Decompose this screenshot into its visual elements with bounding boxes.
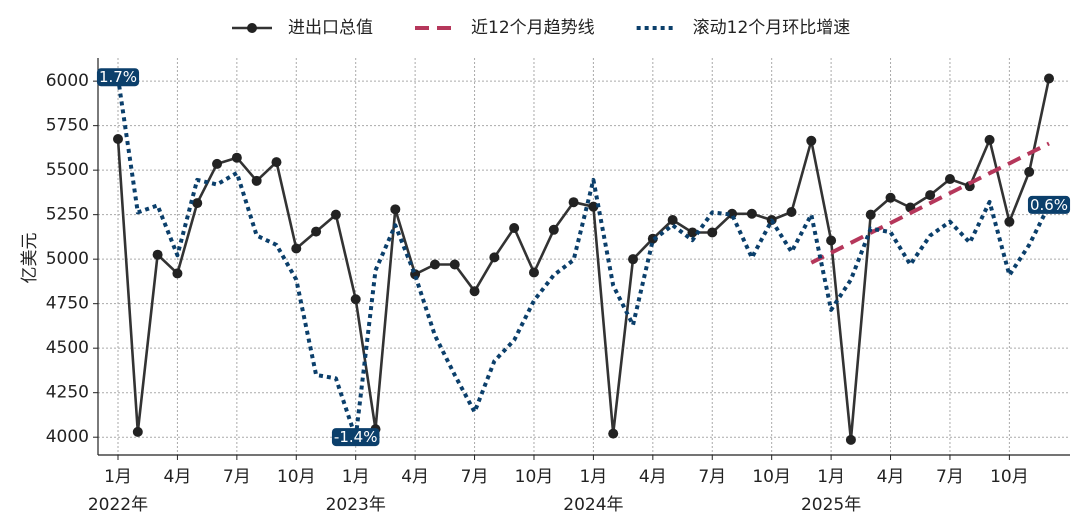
marker <box>192 198 203 209</box>
marker <box>311 226 322 237</box>
marker <box>984 134 995 145</box>
x-tick-label: 7月 <box>698 467 726 487</box>
x-tick-label: 1月 <box>579 467 607 487</box>
x-tick-label: 7月 <box>461 467 489 487</box>
marker <box>469 286 480 297</box>
value-label-text: 0.6% <box>1030 196 1068 214</box>
marker <box>845 434 856 445</box>
x-tick-label: 4月 <box>401 467 429 487</box>
marker <box>429 259 440 270</box>
series-line <box>116 77 1051 440</box>
value-label-box <box>96 68 140 87</box>
x-tick-label: 4月 <box>877 467 905 487</box>
marker <box>113 134 123 145</box>
y-tick-label: 4750 <box>46 294 89 314</box>
legend-label: 进出口总值 <box>288 18 373 38</box>
y-tick-label: 4000 <box>46 427 89 447</box>
value-label-box <box>331 428 380 447</box>
legend-label: 滚动12个月环比增速 <box>693 18 851 38</box>
x-tick-label: 4月 <box>639 467 667 487</box>
marker <box>509 223 520 234</box>
x-year-label: 2022年 <box>88 495 148 515</box>
marker <box>350 294 361 305</box>
marker <box>132 426 143 437</box>
x-tick-label: 1月 <box>817 467 845 487</box>
marker <box>568 197 579 208</box>
marker <box>588 201 599 212</box>
y-tick-label: 5500 <box>46 160 89 180</box>
marker <box>865 209 876 220</box>
value-label-box <box>1027 195 1071 214</box>
x-tick-label: 10月 <box>752 467 791 487</box>
x-year-label: 2024年 <box>563 495 623 515</box>
x-tick-label: 4月 <box>164 467 192 487</box>
value-label: 0.6% <box>1027 195 1071 214</box>
x-tick-label: 1月 <box>342 467 370 487</box>
marker <box>251 175 262 186</box>
marker <box>271 157 282 168</box>
value-label: -1.4% <box>331 428 380 447</box>
marker <box>608 428 619 439</box>
y-tick-label: 4500 <box>46 338 89 358</box>
marker <box>707 227 718 238</box>
marker <box>152 249 163 260</box>
x-tick-label: 7月 <box>223 467 251 487</box>
x-tick-label: 10月 <box>515 467 554 487</box>
marker <box>449 259 460 270</box>
marker <box>1004 216 1015 227</box>
marker <box>172 268 183 279</box>
marker <box>885 192 896 203</box>
marker <box>1024 166 1035 177</box>
marker <box>212 158 223 169</box>
value-label-text: -1.4% <box>334 428 378 446</box>
marker <box>330 209 341 220</box>
marker <box>1044 73 1054 84</box>
marker <box>528 267 539 278</box>
marker <box>786 206 797 217</box>
y-tick-label: 6000 <box>46 71 89 91</box>
legend-marker <box>247 23 257 33</box>
value-label-text: 1.7% <box>99 68 137 86</box>
marker <box>231 152 242 163</box>
marker <box>944 174 955 185</box>
marker <box>548 224 559 235</box>
x-tick-label: 10月 <box>277 467 316 487</box>
marker <box>687 227 698 238</box>
marker <box>489 252 500 263</box>
x-year-label: 2023年 <box>326 495 386 515</box>
y-axis-label: 亿美元 <box>20 233 40 284</box>
marker <box>291 243 302 254</box>
y-tick-label: 4250 <box>46 383 89 403</box>
marker <box>925 190 936 201</box>
x-tick-label: 10月 <box>990 467 1029 487</box>
x-tick-label: 7月 <box>936 467 964 487</box>
marker <box>806 135 817 146</box>
y-tick-label: 5750 <box>46 116 89 136</box>
marker <box>826 235 837 246</box>
y-tick-label: 5250 <box>46 205 89 225</box>
y-tick-label: 5000 <box>46 249 89 269</box>
x-tick-label: 1月 <box>104 467 132 487</box>
legend-label: 近12个月趋势线 <box>471 18 595 38</box>
marker <box>628 254 639 265</box>
x-year-label: 2025年 <box>801 495 861 515</box>
series-line <box>810 141 1050 265</box>
marker <box>667 215 678 226</box>
marker <box>746 208 757 219</box>
value-label: 1.7% <box>96 68 140 87</box>
marker <box>390 204 401 215</box>
